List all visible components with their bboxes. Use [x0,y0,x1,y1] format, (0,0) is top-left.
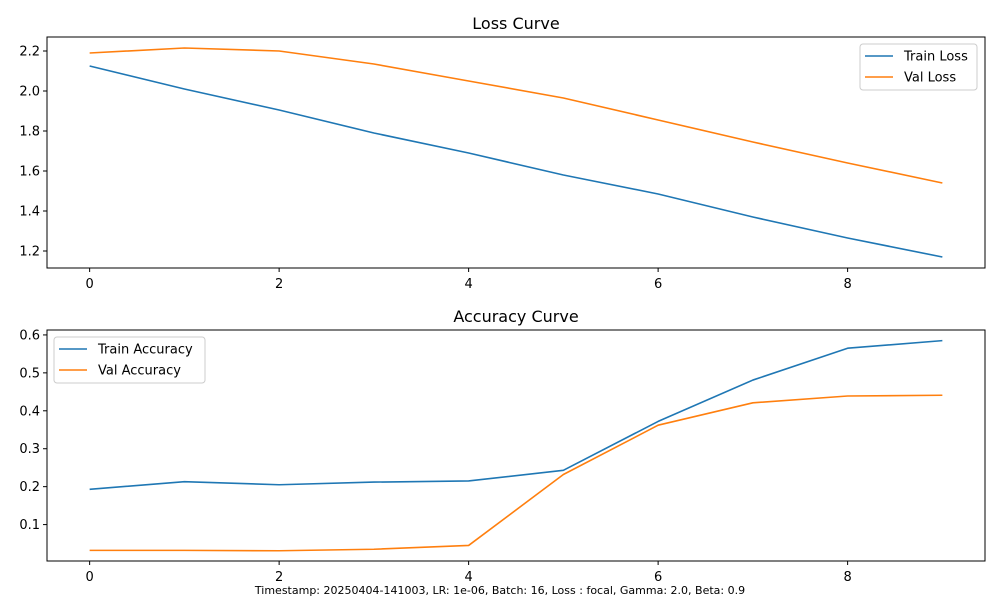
legend-label: Train Loss [903,50,968,65]
x-tick-label: 8 [843,277,851,292]
chart-title: Loss Curve [472,14,559,33]
x-tick-label: 4 [464,570,472,585]
y-tick-label: 0.4 [19,404,40,419]
legend-label: Val Loss [904,71,956,86]
y-tick-label: 0.3 [19,442,40,457]
y-tick-label: 0.2 [19,480,40,495]
chart-panel-1: Accuracy Curve 0 2 4 6 8 0.1 0.2 0.3 0.4 0.5 0.6 Tra… [19,307,986,585]
x-tick-label: 0 [85,277,93,292]
y-tick-label: 2.2 [19,45,40,60]
x-tick-label: 4 [464,277,472,292]
y-tick-label: 1.8 [19,125,40,140]
series-line-val-accuracy [89,394,943,552]
x-tick-label: 2 [275,570,283,585]
y-tick-label: 1.4 [19,205,40,220]
legend: Train Accuracy Val Accuracy [53,336,206,384]
x-tick-label: 8 [843,570,851,585]
legend-label: Val Accuracy [98,364,181,379]
y-tick-label: 0.6 [19,328,40,343]
x-tick-label: 6 [654,277,662,292]
series-line-train-accuracy [89,339,943,491]
x-tick-label: 6 [654,570,662,585]
legend: Train Loss Val Loss [859,43,978,91]
y-tick-label: 0.1 [19,518,40,533]
series-line-train-loss [89,65,943,258]
legend-box [53,336,206,384]
chart-panel-0: Loss Curve 0 2 4 6 8 1.2 1.4 1.6 1.8 2.0 2.2 Train L… [19,14,986,292]
series-line-val-loss [89,47,943,184]
y-tick-label: 1.2 [19,245,40,260]
y-tick-label: 0.5 [19,366,40,381]
y-tick-label: 1.6 [19,165,40,180]
chart-title: Accuracy Curve [453,307,578,326]
y-tick-label: 2.0 [19,85,40,100]
footer-caption: Timestamp: 20250404-141003, LR: 1e-06, B… [254,584,746,597]
x-tick-label: 2 [275,277,283,292]
plot-frame [46,36,986,269]
legend-label: Train Accuracy [97,343,193,358]
plot-frame [46,329,986,562]
x-tick-label: 0 [85,570,93,585]
